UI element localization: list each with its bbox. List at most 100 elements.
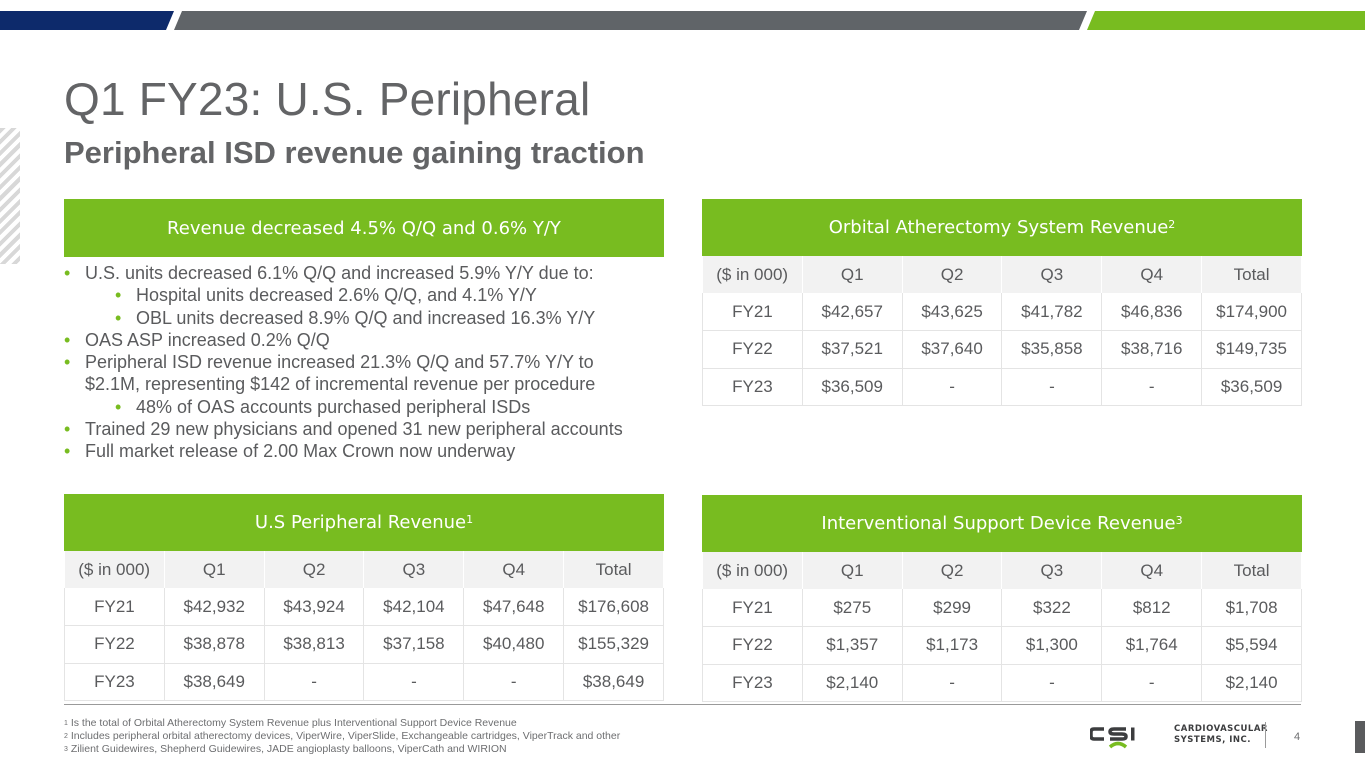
top-color-bar [0, 11, 1365, 30]
table-header-row: ($ in 000) Q1 Q2 Q3 Q4 Total [702, 552, 1302, 589]
bullet-marker: • [64, 352, 71, 373]
summary-panel: Revenue decreased 4.5% Q/Q and 0.6% Y/Y [64, 199, 664, 257]
table-cell: FY21 [702, 293, 803, 331]
bullet-item: $2.1M, representing $142 of incremental … [64, 373, 684, 395]
table-cell: $1,357 [802, 626, 903, 665]
table-cell: - [1101, 368, 1203, 406]
table-cell: $275 [802, 589, 903, 627]
column-header: ($ in 000) [64, 551, 165, 588]
table-cell: - [363, 663, 465, 701]
table-title-text: Interventional Support Device Revenue [821, 513, 1176, 534]
table-cell: - [1101, 664, 1203, 702]
table-cell: $37,521 [802, 330, 903, 369]
revenue-table: ($ in 000) Q1 Q2 Q3 Q4 Total FY21 $275 $299 $322 $… [702, 552, 1302, 702]
table-row: FY21 $42,657 $43,625 $41,782 $46,836 $174,900 [702, 293, 1302, 331]
column-header: Q3 [363, 551, 465, 588]
table-cell: $38,878 [164, 625, 265, 664]
revenue-table: ($ in 000) Q1 Q2 Q3 Q4 Total FY21 $42,932 $43,92… [64, 551, 664, 701]
table-cell: $42,932 [164, 588, 265, 626]
table-title-text: Orbital Atherectomy System Revenue [828, 217, 1169, 238]
table-cell: $38,649 [563, 663, 664, 701]
revenue-table: ($ in 000) Q1 Q2 Q3 Q4 Total FY21 $42,657 $43,62… [702, 256, 1302, 406]
bullet-item: • OAS ASP increased 0.2% Q/Q [64, 329, 684, 351]
table-cell: $1,708 [1201, 589, 1302, 627]
bullet-item: • Full market release of 2.00 Max Crown n… [64, 440, 684, 462]
column-header: Q3 [1001, 256, 1103, 293]
column-header: Total [1201, 552, 1302, 589]
table-cell: - [1001, 368, 1103, 406]
logo-separator [1265, 722, 1266, 748]
table-cell: $35,858 [1001, 330, 1103, 369]
footnote: 1 Is the total of Orbital Atherectomy Sy… [64, 717, 620, 730]
table-header-row: ($ in 000) Q1 Q2 Q3 Q4 Total [702, 256, 1302, 293]
isd-revenue-table: Interventional Support Device Revenue 3 (… [702, 495, 1302, 702]
table-cell: $37,158 [363, 625, 465, 664]
footnote-number: 3 [64, 746, 68, 753]
bullet-text: $2.1M, representing $142 of incremental … [85, 374, 596, 395]
table-cell: $2,140 [802, 664, 903, 702]
table-cell: $42,104 [363, 588, 465, 626]
table-row: FY23 $38,649- - - $38,649 [64, 663, 664, 701]
table-cell: $43,625 [902, 293, 1003, 331]
column-header: Q4 [1101, 256, 1203, 293]
bullet-item: • Peripheral ISD revenue increased 21.3% … [64, 351, 684, 373]
table-cell: FY21 [64, 588, 165, 626]
table-cell: $37,640 [902, 330, 1003, 369]
bullet-text: Peripheral ISD revenue increased 21.3% Q… [85, 352, 594, 373]
table-cell: - [1001, 664, 1103, 702]
decorative-hatch [0, 128, 20, 264]
bullet-text: OAS ASP increased 0.2% Q/Q [85, 329, 330, 350]
table-cell: $38,716 [1101, 330, 1203, 369]
table-title: Interventional Support Device Revenue 3 [702, 495, 1302, 552]
bullet-item: • OBL units decreased 8.9% Q/Q and increa… [64, 307, 684, 329]
summary-bullets: • U.S. units decreased 6.1% Q/Q and incre… [64, 262, 684, 463]
csi-logo [1089, 721, 1260, 753]
table-row: FY23 $36,509- - - $36,509 [702, 368, 1302, 406]
footnotes: 1 Is the total of Orbital Atherectomy Sy… [64, 717, 620, 756]
table-row: FY21 $42,932 $43,924 $42,104 $47,648 $176,608 [64, 588, 664, 626]
bullet-text: Trained 29 new physicians and opened 31 … [85, 419, 623, 440]
column-header: Q4 [463, 551, 565, 588]
table-cell: $155,329 [563, 625, 664, 664]
bullet-marker: • [64, 329, 71, 350]
footnote-text: Is the total of Orbital Atherectomy Syst… [70, 717, 517, 729]
table-title-note: 3 [1175, 514, 1183, 527]
table-row: FY22 $37,521 $37,640 $35,858 $38,716 $149,735 [702, 330, 1302, 369]
column-header: Q2 [264, 551, 365, 588]
column-header: Q1 [164, 551, 265, 588]
table-cell: $812 [1101, 589, 1203, 627]
table-cell: FY23 [64, 663, 165, 701]
table-row: FY21 $275 $299 $322 $812 $1,708 [702, 589, 1302, 627]
column-header: ($ in 000) [702, 256, 803, 293]
table-row: FY23 $2,140- - - $2,140 [702, 664, 1302, 702]
corner-accent [1355, 721, 1365, 753]
bullet-text: Full market release of 2.00 Max Crown no… [85, 441, 516, 462]
bullet-marker: • [115, 307, 122, 328]
table-cell: $42,657 [802, 293, 903, 331]
bullet-text: U.S. units decreased 6.1% Q/Q and increa… [85, 263, 594, 283]
logo-wordmark: CARDIOVASCULAR SYSTEMS, INC. [1174, 724, 1268, 746]
bullet-text: 48% of OAS accounts purchased peripheral… [136, 396, 531, 417]
table-title: Orbital Atherectomy System Revenue 2 [702, 199, 1302, 256]
column-header: Total [1201, 256, 1302, 293]
table-cell: FY22 [702, 330, 803, 369]
table-cell: $47,648 [463, 588, 565, 626]
table-cell: - [902, 368, 1003, 406]
table-cell: $2,140 [1201, 664, 1302, 702]
bullet-item: • Trained 29 new physicians and opened 31… [64, 418, 684, 440]
table-cell: $1,764 [1101, 626, 1203, 665]
footnote-number: 2 [64, 733, 68, 740]
page-subtitle: Peripheral ISD revenue gaining traction [64, 135, 645, 170]
table-cell: $41,782 [1001, 293, 1103, 331]
table-cell: $38,813 [264, 625, 365, 664]
bullet-text: Hospital units decreased 2.6% Q/Q, and 4… [136, 285, 537, 306]
column-header: Q1 [802, 256, 903, 293]
oas-revenue-table: Orbital Atherectomy System Revenue 2 ($ i… [702, 199, 1302, 406]
column-header: Q4 [1101, 552, 1203, 589]
bullet-item: • 48% of OAS accounts purchased periphera… [64, 396, 684, 418]
table-cell: $176,608 [563, 588, 664, 626]
table-row: FY22 $38,878 $38,813 $37,158 $40,480 $155,329 [64, 625, 664, 664]
footnote: 3 Zilient Guidewires, Shepherd Guidewire… [64, 743, 620, 756]
footnote-text: Zilient Guidewires, Shepherd Guidewires,… [70, 743, 507, 755]
column-header: Q2 [902, 256, 1003, 293]
